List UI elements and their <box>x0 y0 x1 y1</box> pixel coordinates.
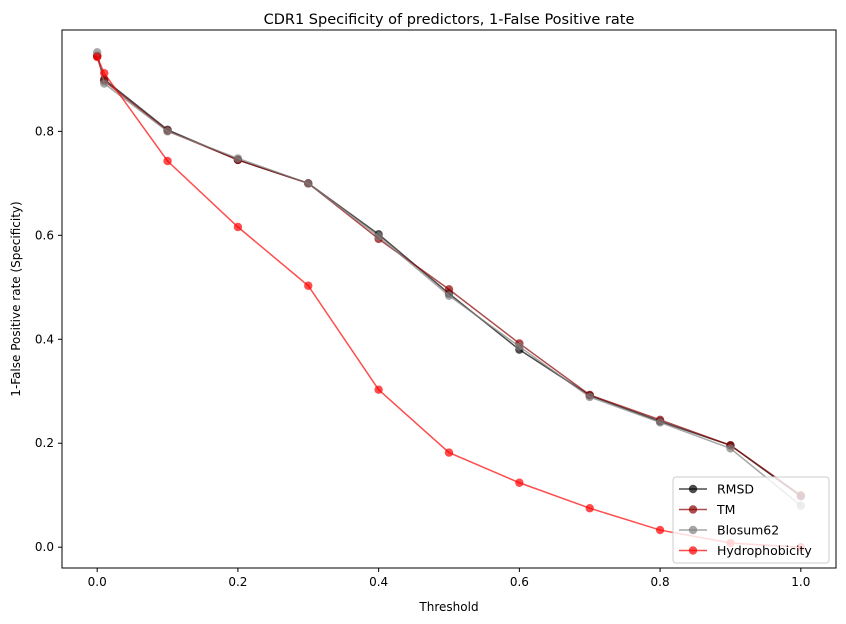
data-point-blosum62 <box>655 418 665 427</box>
data-point-hydrophobicity <box>92 52 102 62</box>
data-point-tm <box>444 285 454 294</box>
legend-item-tm: TM <box>679 502 735 517</box>
data-point-blosum62 <box>374 232 383 241</box>
x-tick-label: 0.6 <box>510 575 529 589</box>
legend-marker <box>688 525 698 535</box>
data-point-hydrophobicity <box>163 156 172 166</box>
data-point-blosum62 <box>444 291 454 300</box>
legend-label: Blosum62 <box>717 523 779 538</box>
data-point-blosum62 <box>233 154 243 163</box>
legend-label: Hydrophobicity <box>717 543 812 558</box>
data-point-hydrophobicity <box>233 222 243 232</box>
legend-item-hydrophobicity: Hydrophobicity <box>679 543 812 558</box>
chart-title: CDR1 Specificity of predictors, 1-False … <box>264 12 635 28</box>
data-point-hydrophobicity <box>304 281 313 290</box>
y-axis: 0.0 0.2 0.4 0.6 0.8 <box>35 124 62 554</box>
x-tick-label: 0.4 <box>369 575 388 589</box>
y-tick-label: 0.0 <box>35 540 54 554</box>
legend-item-blosum62: Blosum62 <box>679 523 779 538</box>
x-tick-label: 0.2 <box>228 575 247 589</box>
y-tick-label: 0.4 <box>35 332 54 346</box>
x-tick-label: 0.0 <box>88 575 107 589</box>
y-tick-label: 0.6 <box>35 228 54 242</box>
data-point-blosum62 <box>585 392 594 402</box>
series-line-hydrophobicity <box>96 56 801 548</box>
legend: RMSD TM Blosum62 Hydrophobicity <box>672 476 830 564</box>
data-point-hydrophobicity <box>100 68 109 78</box>
data-point-blosum62 <box>304 179 313 188</box>
data-point-hydrophobicity <box>585 504 594 513</box>
x-axis-label: Threshold <box>418 600 478 614</box>
y-axis-label: 1-False Positive rate (Specificity) <box>9 201 23 396</box>
legend-marker <box>688 505 698 514</box>
data-point-blosum62 <box>163 127 172 136</box>
legend-marker <box>688 484 698 494</box>
y-tick-label: 0.2 <box>35 436 54 450</box>
legend-label: TM <box>716 502 735 517</box>
y-tick-label: 0.8 <box>35 124 54 138</box>
legend-marker <box>688 546 698 555</box>
data-point-hydrophobicity <box>515 478 524 487</box>
data-point-hydrophobicity <box>444 448 454 457</box>
legend-label: RMSD <box>717 482 754 497</box>
data-point-blosum62 <box>515 342 524 351</box>
legend-item-rmsd: RMSD <box>679 482 754 497</box>
legend-box <box>672 476 830 564</box>
data-point-hydrophobicity <box>655 525 665 535</box>
data-point-blosum62 <box>726 444 735 453</box>
x-axis: 0.0 0.2 0.4 0.6 0.8 1.0 <box>88 568 810 589</box>
data-point-hydrophobicity <box>374 385 383 394</box>
x-tick-label: 1.0 <box>791 575 810 589</box>
x-tick-label: 0.8 <box>651 575 670 589</box>
series-line-blosum62 <box>96 52 802 507</box>
data-point-blosum62 <box>100 79 109 88</box>
